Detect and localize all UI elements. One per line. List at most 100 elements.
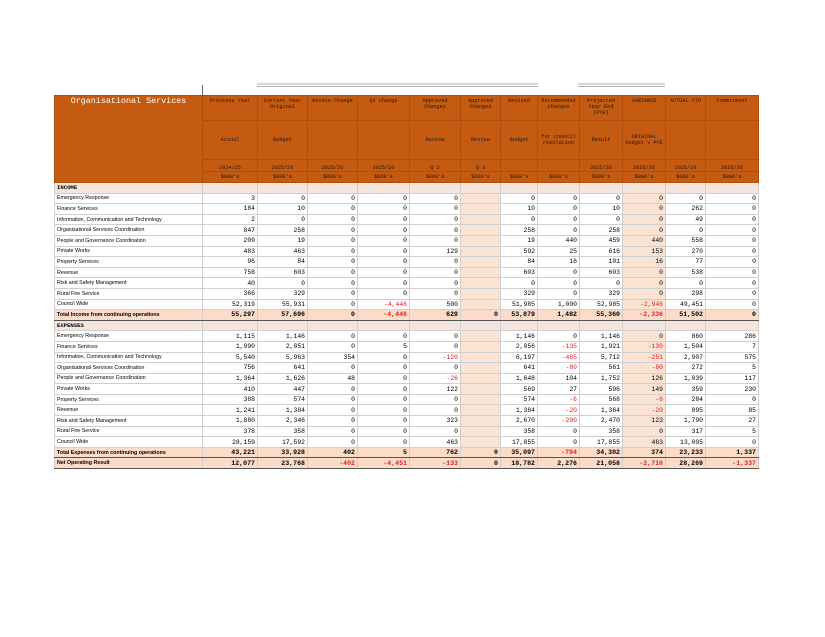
value-cell: 459 bbox=[579, 234, 623, 247]
value-cell: 10 bbox=[257, 203, 308, 215]
row-label: Finance Services bbox=[54, 340, 203, 353]
column-header: VARIANCE bbox=[622, 95, 666, 121]
value-cell: 0 bbox=[665, 277, 706, 289]
value-cell: 0 bbox=[537, 287, 580, 300]
column-header: Approved Changes bbox=[409, 95, 461, 121]
data-row: Council Wide 52,319 55,931 0 -4,446 500 51,985… bbox=[54, 298, 759, 311]
value-cell: 0 bbox=[622, 277, 666, 289]
value-cell: 0 bbox=[307, 404, 358, 417]
value-cell: 603 bbox=[500, 266, 538, 279]
value-cell: 21,058 bbox=[579, 457, 623, 470]
data-row: Rural Fire Service 378 358 0 0 0 358 0 358 0 317 5 bbox=[54, 425, 759, 438]
value-cell: 28,159 bbox=[202, 436, 258, 448]
value-cell: 0 bbox=[357, 372, 410, 385]
value-cell: 0 bbox=[357, 383, 410, 395]
empty-cell bbox=[705, 182, 759, 194]
column-header: Previous Year bbox=[202, 95, 258, 121]
value-cell: 0 bbox=[500, 213, 538, 226]
value-cell: 153 bbox=[622, 245, 666, 258]
value-cell: 1,000 bbox=[537, 298, 580, 311]
value-cell: 440 bbox=[622, 234, 666, 247]
value-cell: 0 bbox=[622, 203, 666, 215]
value-cell: 616 bbox=[579, 245, 623, 258]
value-cell: 0 bbox=[357, 287, 410, 300]
value-cell: -4,451 bbox=[357, 457, 410, 470]
data-row: People and Governance Coordination 1,364 1… bbox=[54, 372, 759, 385]
value-cell: 0 bbox=[307, 234, 358, 247]
value-cell: 0 bbox=[665, 192, 706, 205]
value-cell: 0 bbox=[357, 277, 410, 289]
data-row: Revenue 1,241 1,384 0 0 0 1,384 -20 1,364 -20 895 8… bbox=[54, 404, 759, 417]
value-cell: 0 bbox=[409, 256, 461, 268]
column-header: for council resolution bbox=[537, 120, 580, 160]
value-cell: 101 bbox=[579, 256, 623, 268]
value-cell bbox=[460, 351, 501, 364]
column-header: Approved Changes bbox=[460, 95, 501, 121]
column-header bbox=[705, 120, 759, 160]
column-header: $000's bbox=[579, 171, 623, 183]
empty-cell bbox=[307, 182, 358, 194]
value-cell: -26 bbox=[409, 372, 461, 385]
column-header: $000's bbox=[257, 171, 308, 183]
value-cell: 0 bbox=[409, 266, 461, 279]
value-cell: 0 bbox=[579, 213, 623, 226]
value-cell: 410 bbox=[202, 383, 258, 395]
value-cell: 629 bbox=[409, 309, 461, 321]
value-cell: 0 bbox=[537, 203, 580, 215]
value-cell: 0 bbox=[357, 224, 410, 236]
value-cell bbox=[460, 362, 501, 374]
value-cell: 55,360 bbox=[579, 309, 623, 321]
value-cell: 5 bbox=[705, 362, 759, 374]
value-cell: 860 bbox=[665, 330, 706, 342]
value-cell: 43,221 bbox=[202, 446, 258, 459]
value-cell: 603 bbox=[257, 266, 308, 279]
value-cell: 0 bbox=[409, 393, 461, 406]
value-cell: 0 bbox=[409, 425, 461, 438]
value-cell: 0 bbox=[705, 213, 759, 226]
column-header: $000's bbox=[357, 171, 410, 183]
value-cell: 569 bbox=[500, 383, 538, 395]
value-cell: 374 bbox=[622, 446, 666, 459]
value-cell: 0 bbox=[307, 192, 358, 205]
value-cell: 1,384 bbox=[257, 404, 308, 417]
value-cell: 230 bbox=[705, 383, 759, 395]
column-header bbox=[665, 120, 706, 160]
value-cell: 10 bbox=[500, 203, 538, 215]
value-cell: 1,790 bbox=[665, 415, 706, 427]
value-cell bbox=[460, 340, 501, 353]
column-header: Review bbox=[409, 120, 461, 160]
row-label: Organisational Services Coordination bbox=[54, 224, 203, 236]
value-cell: 40 bbox=[202, 277, 258, 289]
value-cell: -1,337 bbox=[705, 457, 759, 470]
empty-cell bbox=[665, 319, 706, 332]
value-cell: 49,451 bbox=[665, 298, 706, 311]
column-header: Revote Change bbox=[307, 95, 358, 121]
row-label: Property Services bbox=[54, 393, 203, 406]
table-body: INCOME Emergency Response 3 0 0 0 0 0 0 0 0 0 0 Finan… bbox=[54, 182, 759, 470]
value-cell: 440 bbox=[537, 234, 580, 247]
value-cell: 0 bbox=[257, 277, 308, 289]
data-row: Information, Communication and Technolog… bbox=[54, 213, 759, 226]
section-label: INCOME bbox=[54, 182, 203, 194]
value-cell: 270 bbox=[665, 245, 706, 258]
row-label: Emergency Response bbox=[54, 192, 203, 205]
value-cell: 5 bbox=[705, 425, 759, 438]
value-cell: 129 bbox=[409, 245, 461, 258]
value-cell: 0 bbox=[537, 436, 580, 448]
value-cell: 3 bbox=[202, 192, 258, 205]
value-cell: 284 bbox=[665, 393, 706, 406]
value-cell: 117 bbox=[705, 372, 759, 385]
column-header bbox=[357, 120, 410, 160]
value-cell: 0 bbox=[307, 277, 358, 289]
value-cell: 0 bbox=[409, 404, 461, 417]
row-label: People and Governance Coordination bbox=[54, 372, 203, 385]
value-cell: 0 bbox=[357, 393, 410, 406]
value-cell: 10 bbox=[579, 203, 623, 215]
value-cell: 5 bbox=[357, 340, 410, 353]
value-cell: 1,241 bbox=[202, 404, 258, 417]
row-label: Total Expenses from continuing operation… bbox=[54, 446, 203, 459]
total-row: Net Operating Result 12,077 23,768 -402 -4,4… bbox=[54, 457, 759, 470]
value-cell: -6 bbox=[537, 393, 580, 406]
value-cell: 34,302 bbox=[579, 446, 623, 459]
decoration bbox=[202, 83, 665, 95]
